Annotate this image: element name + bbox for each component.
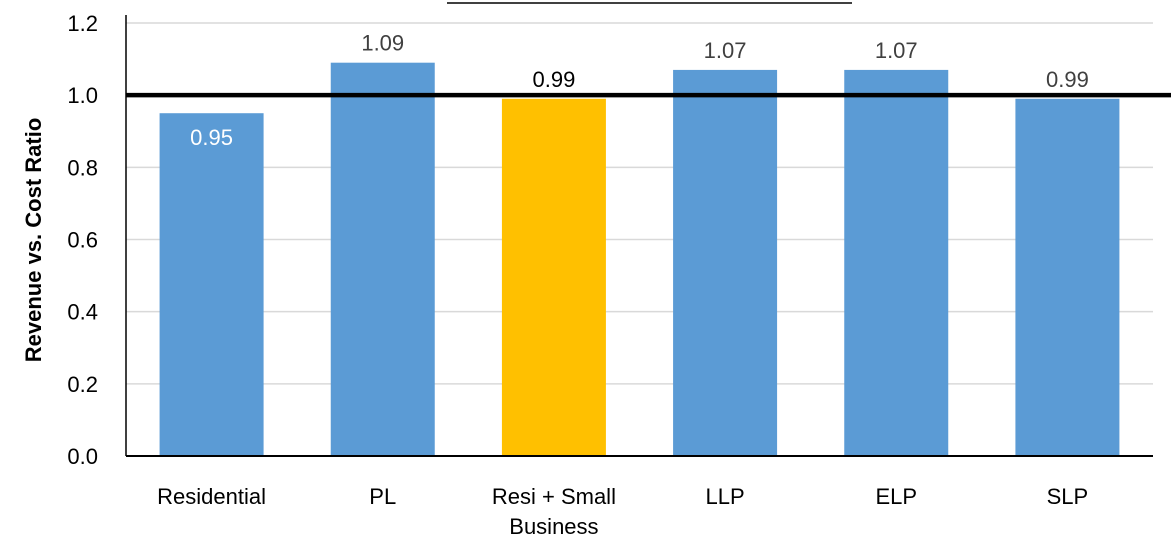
x-category-label: PL — [369, 484, 396, 509]
bar — [844, 69, 949, 457]
bars — [159, 62, 1120, 457]
y-tick-label: 0.0 — [67, 444, 98, 469]
x-category-label: Residential — [157, 484, 266, 509]
y-tick-labels: 0.0 0.2 0.4 0.6 0.8 1.0 1.2 — [67, 11, 98, 469]
data-label: 0.99 — [533, 67, 576, 92]
x-category-label: SLP — [1047, 484, 1089, 509]
data-label: 0.99 — [1046, 67, 1089, 92]
bar — [673, 69, 778, 457]
bar — [1015, 98, 1120, 457]
y-tick-label: 1.0 — [67, 83, 98, 108]
data-labels: 0.95 1.09 0.99 1.07 1.07 0.99 — [190, 31, 1089, 151]
data-label: 1.07 — [875, 38, 918, 63]
data-label: 1.09 — [361, 31, 404, 56]
y-tick-label: 1.2 — [67, 11, 98, 36]
y-axis-label: Revenue vs. Cost Ratio — [21, 118, 46, 363]
bar — [501, 98, 606, 457]
x-category-label: Resi + Small Business — [492, 484, 616, 539]
x-category-labels: Residential PL Resi + Small Business LLP ELP S… — [157, 484, 1088, 539]
data-label: 1.07 — [704, 38, 747, 63]
axes — [125, 15, 1153, 457]
bar — [159, 113, 264, 456]
x-category-label: ELP — [875, 484, 917, 509]
data-label: 0.95 — [190, 125, 233, 150]
y-tick-label: 0.4 — [67, 300, 98, 325]
y-tick-label: 0.6 — [67, 228, 98, 253]
y-tick-label: 0.2 — [67, 372, 98, 397]
gridlines — [126, 22, 1153, 385]
y-tick-label: 0.8 — [67, 155, 98, 180]
bar — [330, 62, 435, 457]
x-category-label: LLP — [706, 484, 745, 509]
